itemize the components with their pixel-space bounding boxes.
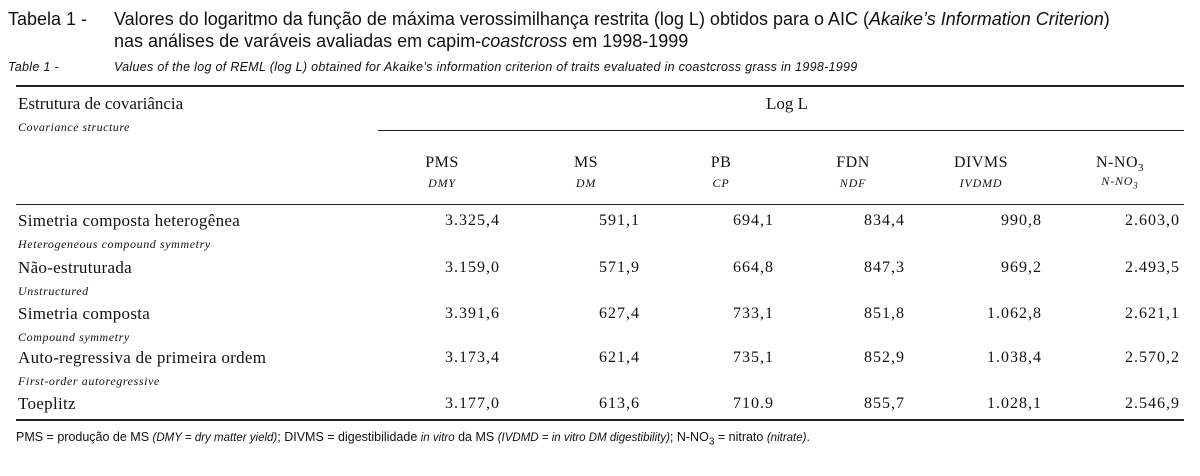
table-caption-pt: Valores do logaritmo da função de máxima…	[114, 8, 1194, 52]
table-cell: 2.570,2	[1125, 349, 1180, 366]
footnote-text: PMS = produção de MS	[16, 430, 153, 444]
table-cell: 591,1	[599, 212, 640, 229]
table-cell: 1.028,1	[987, 395, 1042, 412]
table-cell: 3.177,0	[445, 395, 500, 412]
footnote-text: .	[806, 430, 810, 444]
caption-italic: coastcross	[481, 31, 568, 51]
header-bottom-rule	[16, 204, 1184, 205]
column-head-divms: DIVMS IVDMD	[911, 154, 1051, 191]
footnote-italic: (DMY = dry matter yield)	[152, 432, 278, 444]
table-cell: 3.173,4	[445, 349, 500, 366]
column-label: PMS	[425, 154, 459, 171]
table-cell: 710.9	[733, 395, 774, 412]
column-label-en: IVDMD	[959, 176, 1003, 190]
table-caption-en: Values of the log of REML (log L) obtain…	[114, 60, 858, 74]
footnote-italic: (nitrate)	[766, 432, 807, 444]
header-structure-en: Covariance structure	[18, 120, 130, 134]
column-label: DIVMS	[953, 154, 1009, 171]
row-label: Toeplitz	[18, 394, 76, 413]
caption-text: em 1998-1999	[567, 31, 689, 51]
column-label-en: N-NO3	[1050, 174, 1190, 190]
row-label: Simetria composta heterogênea	[18, 211, 241, 230]
table-cell: 3.391,6	[445, 305, 500, 322]
row-label-en: Heterogeneous compound symmetry	[18, 237, 211, 251]
table-label-pt: Tabela 1 -	[8, 9, 88, 29]
footnote-text: da MS	[454, 430, 498, 444]
row-label: Não-estruturada	[18, 258, 133, 277]
table-cell: 847,3	[864, 259, 905, 276]
table-cell: 571,9	[599, 259, 640, 276]
table-cell: 2.621,1	[1125, 305, 1180, 322]
table-cell: 627,4	[599, 305, 640, 322]
table-cell: 735,1	[733, 349, 774, 366]
column-label: FDN	[836, 154, 870, 171]
footnote-italic: (IVDMD = in vitro DM digestibility)	[497, 432, 670, 444]
column-label-en-text: N-NO	[1101, 174, 1134, 189]
table-cell: 694,1	[733, 212, 774, 229]
column-label-en: CP	[712, 176, 730, 190]
column-head-pms: PMS DMY	[372, 154, 512, 191]
row-label: Auto-regressiva de primeira ordem	[18, 348, 267, 367]
footnote-text: ; N-NO	[669, 430, 709, 444]
table-cell: 969,2	[1001, 259, 1042, 276]
table-label-en: Table 1 -	[8, 60, 59, 74]
table-footnote: PMS = produção de MS (DMY = dry matter y…	[16, 430, 810, 448]
table-cell: 2.493,5	[1125, 259, 1180, 276]
column-label-en: NDF	[839, 176, 867, 190]
bottom-rule	[16, 419, 1184, 421]
column-label: PB	[710, 154, 732, 171]
column-label-text: N-NO	[1096, 154, 1138, 171]
column-head-nno3: N-NO3 N-NO3	[1050, 154, 1190, 191]
table-cell: 1.062,8	[987, 305, 1042, 322]
row-label-en: Compound symmetry	[18, 330, 130, 344]
column-label-en: DM	[575, 176, 597, 190]
table-title-en: Table 1 - Values of the log of REML (log…	[8, 60, 857, 74]
table-cell: 851,8	[864, 305, 905, 322]
footnote-italic: in vitro	[420, 432, 455, 444]
footnote-subscript: 3	[708, 436, 715, 448]
table-cell: 1.038,4	[987, 349, 1042, 366]
table-cell: 621,4	[599, 349, 640, 366]
table-cell: 855,7	[864, 395, 905, 412]
table-cell: 3.325,4	[445, 212, 500, 229]
table-cell: 852,9	[864, 349, 905, 366]
caption-text: )	[1103, 9, 1110, 29]
column-label-subscript: 3	[1138, 162, 1144, 175]
table-cell: 2.603,0	[1125, 212, 1180, 229]
column-label: MS	[573, 154, 599, 171]
table-cell: 733,1	[733, 305, 774, 322]
header-logl: Log L	[766, 94, 809, 113]
table-cell: 2.546,9	[1125, 395, 1180, 412]
column-head-pb: PB CP	[651, 154, 791, 191]
footnote-text: = nitrato	[714, 430, 767, 444]
group-rule	[378, 130, 1184, 131]
column-label-en-subscript: 3	[1133, 180, 1139, 191]
table-cell: 990,8	[1001, 212, 1042, 229]
column-label: N-NO3	[1050, 154, 1190, 174]
caption-text: Valores do logaritmo da função de máxima…	[114, 9, 870, 29]
table-cell: 834,4	[864, 212, 905, 229]
footnote-text: ; DIVMS = digestibilidade	[277, 430, 421, 444]
table-cell: 613,6	[599, 395, 640, 412]
table-cell: 664,8	[733, 259, 774, 276]
row-label-en: Unstructured	[18, 284, 89, 298]
caption-text: nas análises de varáveis avaliadas em ca…	[114, 31, 482, 51]
column-label-en: DMY	[428, 176, 456, 190]
row-label-en: First-order autoregressive	[18, 374, 160, 388]
column-head-ms: MS DM	[516, 154, 656, 191]
header-structure-pt: Estrutura de covariância	[18, 94, 184, 113]
table-cell: 3.159,0	[445, 259, 500, 276]
caption-italic: Akaike’s Information Criterion	[869, 9, 1104, 29]
row-label: Simetria composta	[18, 304, 151, 323]
column-head-fdn: FDN NDF	[783, 154, 923, 191]
top-rule	[16, 85, 1184, 87]
